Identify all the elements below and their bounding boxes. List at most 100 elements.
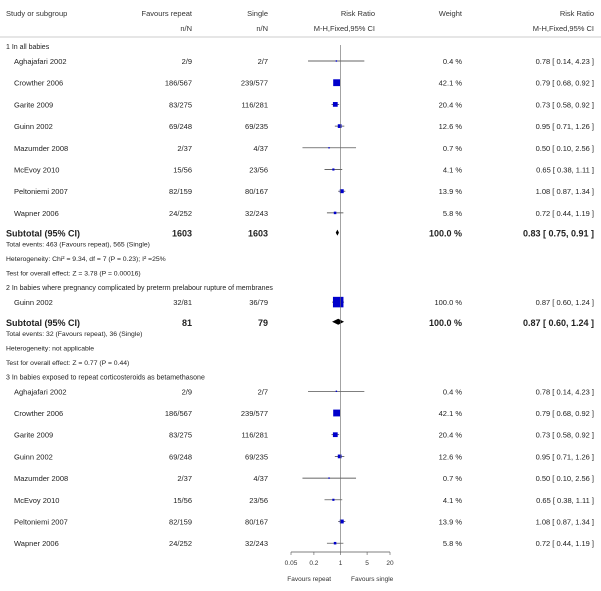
study-single-nN: 69/235 bbox=[245, 452, 268, 461]
subtotal-single-total: 79 bbox=[258, 318, 268, 328]
study-repeat-nN: 24/252 bbox=[169, 209, 192, 218]
study-name: McEvoy 2010 bbox=[14, 166, 59, 175]
study-weight: 100.0 % bbox=[434, 298, 462, 307]
effect-square bbox=[332, 296, 344, 308]
header-study: Study or subgroup bbox=[6, 9, 67, 18]
study-weight: 0.7 % bbox=[443, 474, 463, 483]
subtotal-note: Heterogeneity: Chi² = 9.34, df = 7 (P = … bbox=[6, 256, 166, 263]
study-risk-ratio-ci: 0.79 [ 0.68, 0.92 ] bbox=[536, 409, 594, 418]
subtotal-note: Total events: 463 (Favours repeat), 565 … bbox=[6, 242, 150, 249]
header-method-right: M-H,Fixed,95% CI bbox=[533, 24, 594, 33]
header-nN-repeat: n/N bbox=[180, 24, 192, 33]
study-weight: 13.9 % bbox=[439, 187, 463, 196]
study-weight: 0.4 % bbox=[443, 57, 463, 66]
study-repeat-nN: 2/37 bbox=[177, 474, 192, 483]
study-repeat-nN: 69/248 bbox=[169, 452, 192, 461]
effect-square bbox=[332, 168, 335, 171]
study-weight: 5.8 % bbox=[443, 539, 463, 548]
study-weight: 12.6 % bbox=[439, 122, 463, 131]
study-weight: 0.4 % bbox=[443, 387, 463, 396]
axis-tick-label: 1 bbox=[339, 560, 343, 567]
study-repeat-nN: 82/159 bbox=[169, 187, 192, 196]
study-name: Aghajafari 2002 bbox=[14, 387, 67, 396]
study-risk-ratio-ci: 0.95 [ 0.71, 1.26 ] bbox=[536, 452, 594, 461]
group-title: 1 In all babies bbox=[6, 44, 50, 51]
subtotal-note: Test for overall effect: Z = 0.77 (P = 0… bbox=[6, 360, 129, 367]
favours-repeat-label: Favours repeat bbox=[287, 576, 331, 583]
study-name: Mazumder 2008 bbox=[14, 474, 68, 483]
study-risk-ratio-ci: 0.65 [ 0.38, 1.11 ] bbox=[536, 496, 594, 505]
axis-tick-label: 0.2 bbox=[309, 560, 318, 567]
study-risk-ratio-ci: 0.95 [ 0.71, 1.26 ] bbox=[536, 122, 594, 131]
study-weight: 20.4 % bbox=[439, 100, 463, 109]
axis-tick-label: 20 bbox=[386, 560, 394, 567]
subtotal-diamond bbox=[335, 229, 339, 236]
header-risk-ratio: Risk Ratio bbox=[341, 9, 375, 18]
study-weight: 42.1 % bbox=[439, 79, 463, 88]
study-risk-ratio-ci: 0.73 [ 0.58, 0.92 ] bbox=[536, 100, 594, 109]
subtotal-note: Heterogeneity: not applicable bbox=[6, 345, 94, 352]
study-risk-ratio-ci: 0.87 [ 0.60, 1.24 ] bbox=[536, 298, 594, 307]
header-single: Single bbox=[247, 9, 268, 18]
subtotal-diamond bbox=[332, 318, 345, 325]
study-risk-ratio-ci: 0.65 [ 0.38, 1.11 ] bbox=[536, 166, 594, 175]
study-weight: 13.9 % bbox=[439, 518, 463, 527]
study-repeat-nN: 32/81 bbox=[173, 298, 192, 307]
axis-ticks: 0.05 0.2 1 5 20 bbox=[285, 552, 394, 567]
study-name: Peltoniemi 2007 bbox=[14, 187, 68, 196]
study-single-nN: 239/577 bbox=[241, 79, 268, 88]
study-name: Crowther 2006 bbox=[14, 409, 63, 418]
study-single-nN: 116/281 bbox=[241, 100, 268, 109]
subtotal-single-total: 1603 bbox=[248, 229, 268, 239]
study-repeat-nN: 82/159 bbox=[169, 518, 192, 527]
study-repeat-nN: 2/9 bbox=[182, 387, 192, 396]
subtotal-weight: 100.0 % bbox=[429, 318, 462, 328]
effect-square bbox=[332, 102, 338, 107]
study-single-nN: 116/281 bbox=[241, 431, 268, 440]
subtotal-note: Total events: 32 (Favours repeat), 36 (S… bbox=[6, 331, 142, 338]
study-repeat-nN: 24/252 bbox=[169, 539, 192, 548]
study-name: Mazumder 2008 bbox=[14, 144, 68, 153]
study-single-nN: 4/37 bbox=[253, 144, 268, 153]
group-title: 3 In babies exposed to repeat corticoste… bbox=[6, 374, 205, 381]
study-repeat-nN: 83/275 bbox=[169, 100, 192, 109]
study-repeat-nN: 2/9 bbox=[182, 57, 192, 66]
study-weight: 42.1 % bbox=[439, 409, 463, 418]
header-risk-ratio-right: Risk Ratio bbox=[560, 9, 594, 18]
study-risk-ratio-ci: 1.08 [ 0.87, 1.34 ] bbox=[536, 518, 594, 527]
effect-square bbox=[328, 147, 330, 149]
effect-square bbox=[333, 79, 341, 87]
subtotal-risk-ratio-ci: 0.83 [ 0.75, 0.91 ] bbox=[523, 229, 594, 239]
study-single-nN: 80/167 bbox=[245, 518, 268, 527]
study-weight: 4.1 % bbox=[443, 496, 463, 505]
study-risk-ratio-ci: 0.78 [ 0.14, 4.23 ] bbox=[536, 387, 594, 396]
study-single-nN: 36/79 bbox=[249, 298, 268, 307]
axis-tick-label: 0.05 bbox=[285, 560, 298, 567]
effect-square bbox=[339, 519, 344, 524]
effect-square bbox=[333, 409, 341, 417]
favours-single-label: Favours single bbox=[351, 576, 394, 583]
study-name: Wapner 2006 bbox=[14, 209, 59, 218]
study-single-nN: 23/56 bbox=[249, 166, 268, 175]
forest-rows: 1 In all babies Aghajafari 2002 2/9 2/7 0.4 … bbox=[6, 44, 594, 552]
study-name: Peltoniemi 2007 bbox=[14, 518, 68, 527]
subtotal-label: Subtotal (95% CI) bbox=[6, 318, 80, 328]
study-name: Guinn 2002 bbox=[14, 122, 53, 131]
table-header: Study or subgroup Favours repeat Single … bbox=[6, 9, 594, 33]
study-risk-ratio-ci: 0.50 [ 0.10, 2.56 ] bbox=[536, 474, 594, 483]
study-repeat-nN: 2/37 bbox=[177, 144, 192, 153]
study-weight: 5.8 % bbox=[443, 209, 463, 218]
study-single-nN: 239/577 bbox=[241, 409, 268, 418]
study-weight: 20.4 % bbox=[439, 431, 463, 440]
study-single-nN: 2/7 bbox=[258, 387, 268, 396]
study-weight: 12.6 % bbox=[439, 452, 463, 461]
effect-square bbox=[339, 189, 344, 194]
effect-square bbox=[337, 454, 342, 459]
study-repeat-nN: 15/56 bbox=[173, 496, 192, 505]
study-single-nN: 2/7 bbox=[258, 57, 268, 66]
study-repeat-nN: 69/248 bbox=[169, 122, 192, 131]
effect-square bbox=[333, 211, 337, 215]
study-single-nN: 80/167 bbox=[245, 187, 268, 196]
study-name: Crowther 2006 bbox=[14, 79, 63, 88]
